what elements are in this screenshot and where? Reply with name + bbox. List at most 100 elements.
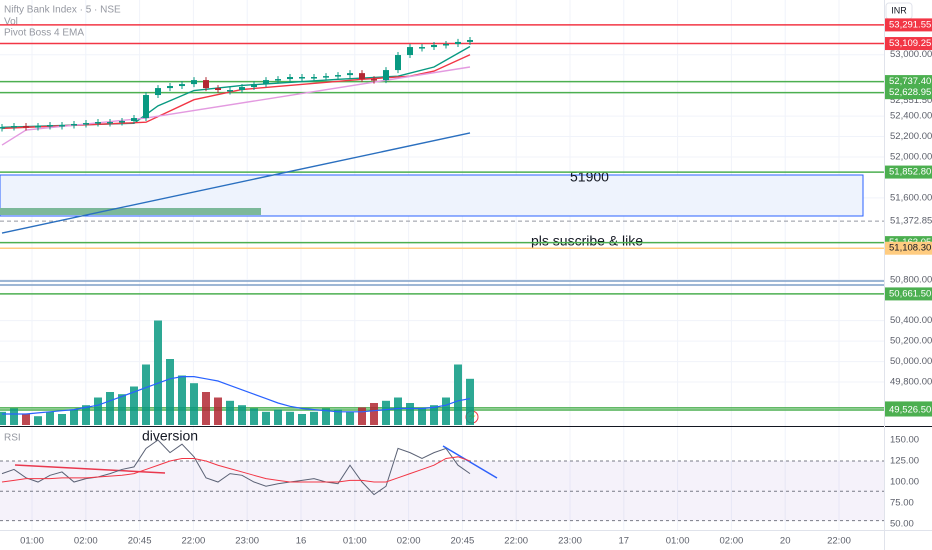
y-tick-label: 50,000.00 — [890, 356, 932, 367]
candle — [179, 84, 185, 87]
price-level-label: 52,628.95 — [889, 87, 931, 98]
price-level-label: 52,551.50 — [890, 95, 932, 106]
x-tick-label: 20:45 — [451, 536, 475, 547]
candle — [323, 76, 329, 78]
y-tick-label: 50,400.00 — [890, 315, 932, 326]
x-tick-label: 22:00 — [182, 536, 206, 547]
candle — [35, 126, 41, 128]
price-level-tag — [885, 403, 932, 417]
x-tick-label: 02:00 — [720, 536, 744, 547]
candle — [143, 95, 149, 119]
rsi-line — [1, 439, 471, 496]
candle — [383, 70, 389, 81]
indicator-label: Pivot Boss 4 EMA — [4, 28, 84, 39]
volume-bar — [406, 403, 414, 425]
x-tick-label: 23:00 — [235, 536, 259, 547]
candle — [203, 80, 209, 89]
candle — [95, 122, 101, 124]
volume-bar — [238, 405, 246, 425]
volume-bar — [346, 411, 354, 425]
volume-bar — [34, 416, 42, 425]
volume-bar — [202, 392, 210, 425]
candle — [359, 73, 365, 80]
price-level-tag — [885, 75, 932, 89]
candle — [227, 90, 233, 92]
y-tick-label: 53,000.00 — [890, 49, 932, 60]
y-tick-label: 50,800.00 — [890, 274, 932, 285]
x-tick-label: 20 — [780, 536, 791, 547]
candle — [299, 77, 305, 79]
y-tick-label: 52,000.00 — [890, 152, 932, 163]
annotation: 51900 — [570, 169, 609, 185]
y-tick-label: 52,400.00 — [890, 111, 932, 122]
candle — [47, 124, 53, 127]
volume-bar — [298, 414, 306, 425]
volume-bar — [394, 397, 402, 425]
volume-bar — [382, 400, 390, 425]
rsi-band — [0, 461, 884, 521]
candle — [131, 118, 137, 122]
candle — [155, 88, 161, 96]
candle — [215, 88, 221, 91]
annotation: pls suscribe & like — [531, 233, 643, 249]
volume-bar — [430, 405, 438, 425]
candle — [191, 80, 197, 85]
price-level-label: 50,661.50 — [889, 288, 931, 299]
ema-line — [1, 132, 471, 234]
volume-bar — [250, 408, 258, 425]
price-level-label: 51,852.80 — [889, 167, 931, 178]
candle — [251, 84, 257, 88]
volume-bar — [10, 408, 18, 425]
x-tick-label: 20:45 — [128, 536, 152, 547]
volume-bar — [286, 411, 294, 425]
price-level-label: 52,737.40 — [889, 76, 931, 87]
price-level-tag — [885, 241, 932, 255]
candle — [395, 55, 401, 71]
volume-bar — [226, 400, 234, 425]
x-tick-label: 01:00 — [343, 536, 367, 547]
volume-ma — [2, 376, 471, 415]
volume-bar — [466, 378, 474, 425]
volume-bar — [154, 320, 162, 425]
candle — [407, 47, 413, 56]
volume-bar — [22, 414, 30, 425]
candle — [11, 126, 17, 128]
rsi-ma — [1, 456, 471, 483]
y-tick-label: 125.00 — [890, 456, 919, 467]
y-tick-label: 51,600.00 — [890, 192, 932, 203]
candle — [335, 75, 341, 77]
volume-bar — [454, 364, 462, 425]
trend-line — [442, 445, 498, 479]
volume-bar — [274, 409, 282, 425]
candle — [239, 87, 245, 91]
volume-bar — [0, 411, 6, 425]
y-tick-label: 75.00 — [890, 498, 914, 509]
x-tick-label: 23:00 — [558, 536, 582, 547]
candle — [0, 127, 5, 129]
volume-bar — [214, 397, 222, 425]
annotation: diversion — [142, 428, 198, 444]
volume-bar — [442, 397, 450, 425]
volume-bar — [130, 386, 138, 425]
x-tick-label: 01:00 — [20, 536, 44, 547]
y-tick-label: 150.00 — [890, 435, 919, 446]
symbol-title: Nifty Bank Index · 5 · NSE — [4, 5, 121, 16]
currency: INR — [891, 5, 907, 15]
candle — [71, 123, 77, 126]
y-tick-label: 52,200.00 — [890, 131, 932, 142]
volume-bar — [262, 411, 270, 425]
volume-bar — [70, 409, 78, 425]
volume-bar — [166, 359, 174, 425]
candle — [59, 124, 65, 127]
x-tick-label: 17 — [619, 536, 630, 547]
x-tick-label: 01:00 — [666, 536, 690, 547]
price-level-label: 53,291.55 — [889, 19, 931, 30]
price-level-label: 51,108.30 — [889, 243, 931, 254]
zone-bar — [0, 208, 261, 215]
y-tick-label: 100.00 — [890, 477, 919, 488]
candle — [371, 79, 377, 81]
rsi-label: RSI — [4, 433, 21, 444]
price-level-tag — [885, 86, 932, 100]
volume-bar — [178, 375, 186, 425]
